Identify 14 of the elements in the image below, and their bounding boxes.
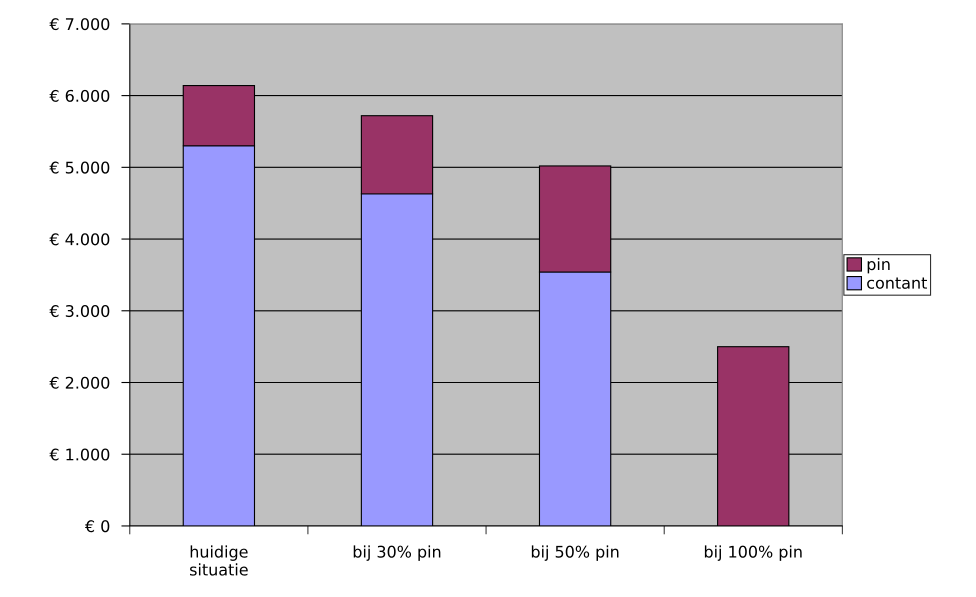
y-tick-label: € 6.000 [49, 90, 110, 102]
y-tick-label: € 4.000 [49, 233, 110, 246]
y-tick-label: € 7.000 [49, 18, 110, 30]
y-tick-label: € 3.000 [49, 304, 110, 318]
legend-label: contant [867, 277, 927, 289]
y-tick-label: € 1.000 [49, 448, 110, 461]
x-tick-label: huidige situatie [190, 545, 248, 576]
x-tick-label: bij 100% pin [704, 545, 802, 561]
y-tick-label: € 5.000 [49, 162, 110, 174]
y-tick-label: € 2.000 [49, 376, 110, 389]
legend-label: pin [868, 258, 890, 274]
x-tick-label: bij 30% pin [354, 545, 440, 561]
y-tick-label: € 0 [84, 520, 110, 532]
x-tick-label: bij 50% pin [532, 545, 618, 561]
